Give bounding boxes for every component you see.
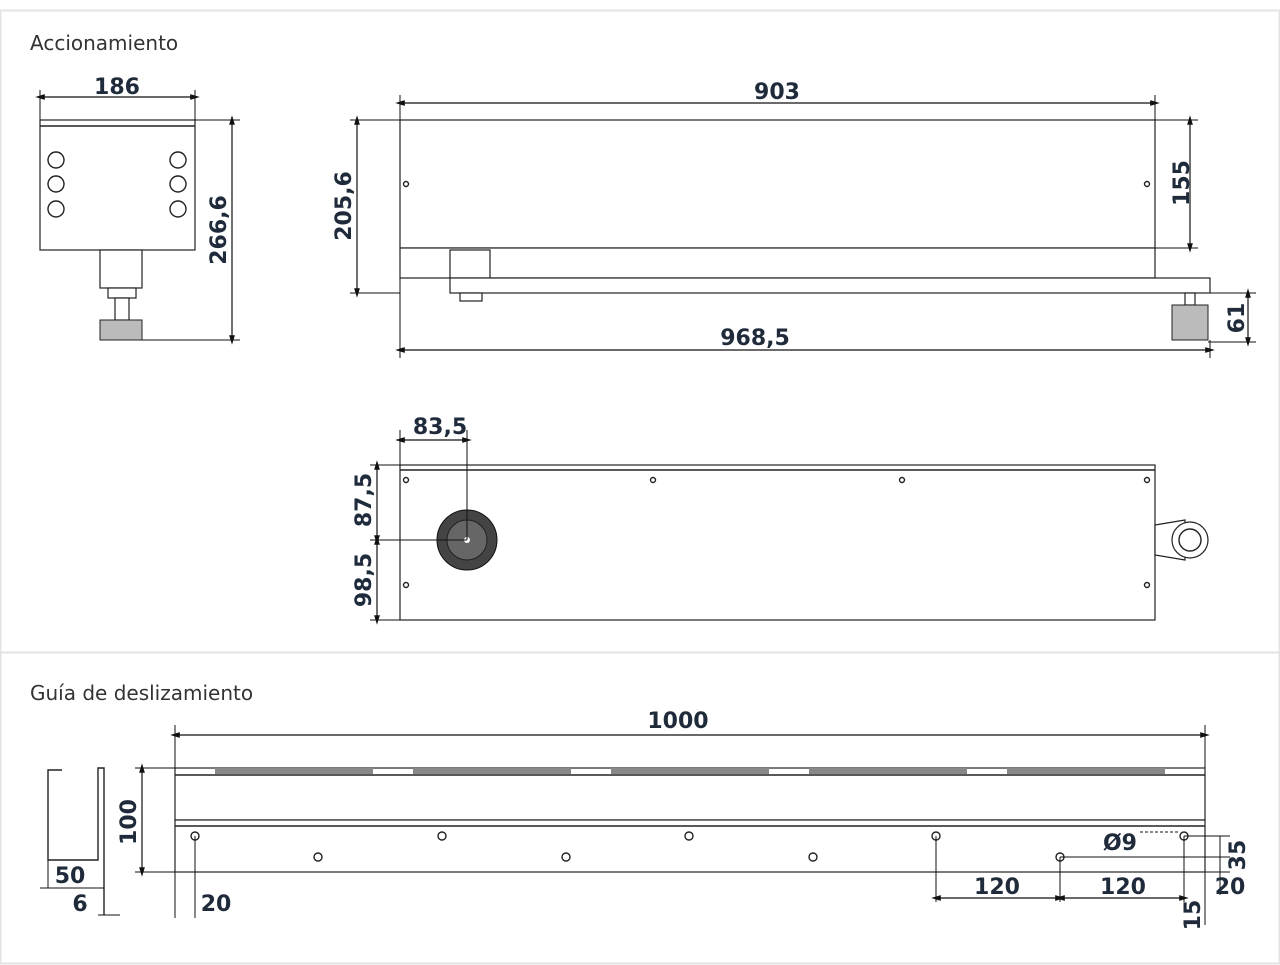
section-title: Accionamiento [30,31,178,55]
dimension: 35 [1226,840,1251,871]
dimension: 83,5 [413,415,467,440]
dimension: 120 [1100,875,1146,900]
section-title: Guía de deslizamiento [30,681,253,705]
top-view [370,430,1209,625]
side-view [35,90,240,345]
dimension: 205,6 [332,171,357,241]
dimension: 50 [55,864,86,889]
dimension: 1000 [647,709,708,734]
guide-rail [40,725,1230,925]
dimension: 15 [1181,900,1206,931]
dimension: 968,5 [720,326,790,351]
dimension: 87,5 [352,473,377,527]
front-view [350,95,1256,358]
dimension: 903 [754,80,800,105]
dimension: Ø9 [1103,831,1137,856]
dimension: 100 [117,799,142,845]
dimension: 155 [1170,160,1195,206]
dimension: 20 [201,892,232,917]
dimension: 120 [974,875,1020,900]
dimension: 20 [1215,875,1246,900]
dimension: 266,6 [207,195,232,265]
dimension: 61 [1225,303,1250,334]
dimension: 6 [72,892,87,917]
dimension: 98,5 [352,553,377,607]
dimension: 186 [94,75,140,100]
